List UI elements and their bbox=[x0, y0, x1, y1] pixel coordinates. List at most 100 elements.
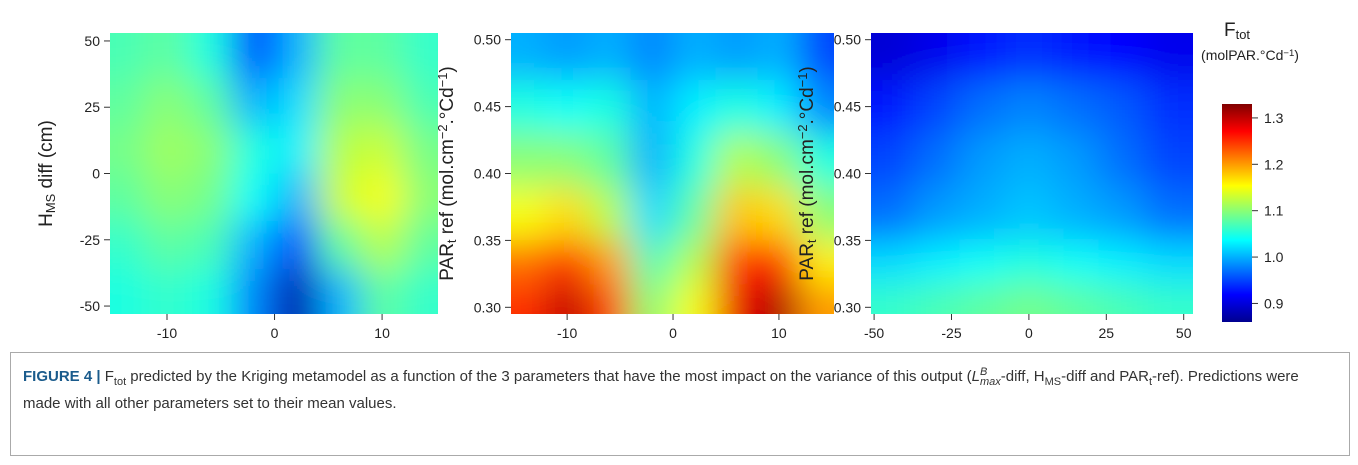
cell bbox=[231, 173, 276, 223]
cell bbox=[1098, 240, 1147, 285]
cell bbox=[1005, 186, 1054, 242]
y-tick-label: -25 bbox=[80, 232, 100, 248]
cell bbox=[959, 186, 1007, 242]
caption-part: B bbox=[979, 366, 988, 378]
cell bbox=[110, 125, 147, 175]
cell bbox=[912, 283, 961, 314]
cell bbox=[145, 221, 190, 270]
x-tick-label: 0 bbox=[1025, 325, 1033, 341]
cell bbox=[673, 240, 717, 285]
cell bbox=[360, 33, 405, 80]
y-axis-label: PARt ref (mol.cm−2.°Cd−1) bbox=[795, 66, 819, 280]
cell bbox=[800, 79, 834, 135]
y-tick-label: 0.45 bbox=[834, 99, 861, 115]
y-tick-label: 0.30 bbox=[834, 299, 861, 315]
colorbar-tick-label: 1.1 bbox=[1264, 203, 1284, 219]
y-axis-label: PARt ref (mol.cm−2.°Cd−1) bbox=[435, 66, 459, 280]
cell bbox=[757, 283, 802, 314]
cell bbox=[231, 268, 276, 314]
label-part: ref (mol.cm bbox=[437, 139, 458, 239]
cell bbox=[673, 283, 717, 314]
cell bbox=[1052, 133, 1100, 188]
cell bbox=[1052, 33, 1100, 81]
cell bbox=[110, 33, 147, 80]
label-part: .°Cd bbox=[797, 87, 818, 124]
cell bbox=[588, 283, 632, 314]
cell bbox=[317, 173, 362, 223]
cell bbox=[871, 283, 914, 314]
label-part: .°Cd bbox=[437, 87, 458, 124]
caption-part: tot bbox=[113, 376, 127, 388]
caption-part: FIGURE 4 | bbox=[23, 368, 101, 385]
cell bbox=[1145, 186, 1193, 242]
cell bbox=[912, 133, 961, 188]
cell bbox=[110, 268, 147, 314]
cell bbox=[588, 79, 632, 135]
caption-part: -ref). Predictions were made with all ot… bbox=[23, 368, 1299, 412]
cell bbox=[360, 221, 405, 270]
cell bbox=[912, 186, 961, 242]
cell bbox=[800, 240, 834, 285]
cell bbox=[188, 173, 233, 223]
cell bbox=[188, 268, 233, 314]
colorbar-tick-label: 0.9 bbox=[1264, 295, 1284, 311]
cell bbox=[673, 33, 717, 81]
cell bbox=[959, 133, 1007, 188]
cell bbox=[757, 33, 802, 81]
cell bbox=[1005, 133, 1054, 188]
label-part: −2 bbox=[435, 124, 450, 139]
cell bbox=[959, 79, 1007, 135]
cell bbox=[360, 78, 405, 127]
cell bbox=[317, 268, 362, 314]
cell bbox=[403, 78, 438, 127]
cell bbox=[912, 33, 961, 81]
cell bbox=[231, 33, 276, 80]
label-part: PAR bbox=[797, 243, 818, 281]
label-part: t bbox=[444, 239, 459, 243]
y-tick-label: 0.45 bbox=[474, 99, 501, 115]
cell bbox=[757, 240, 802, 285]
heatmap bbox=[871, 33, 1193, 314]
cell bbox=[145, 78, 190, 127]
y-tick-label: 25 bbox=[84, 99, 100, 115]
cell bbox=[757, 186, 802, 242]
x-tick-label: 10 bbox=[374, 325, 390, 341]
y-tick-label: 0.35 bbox=[474, 232, 501, 248]
cell bbox=[317, 125, 362, 175]
cell bbox=[630, 240, 675, 285]
label-part: −1 bbox=[435, 73, 450, 88]
cell bbox=[588, 240, 632, 285]
label-part: F bbox=[1224, 20, 1236, 41]
cell bbox=[274, 173, 319, 223]
cell bbox=[545, 283, 590, 314]
label-part: ) bbox=[1294, 47, 1299, 63]
cell bbox=[1098, 33, 1147, 81]
y-axis-label: HMS diff (cm) bbox=[36, 120, 58, 227]
cell bbox=[403, 33, 438, 80]
colorbar-units: (molPAR.°Cd−1) bbox=[1201, 47, 1299, 63]
cell bbox=[274, 221, 319, 270]
cell bbox=[588, 133, 632, 188]
label-part: ) bbox=[437, 66, 458, 72]
y-tick-label: 50 bbox=[84, 33, 100, 49]
cell bbox=[912, 240, 961, 285]
cell bbox=[673, 79, 717, 135]
cell bbox=[800, 133, 834, 188]
cell bbox=[1005, 33, 1054, 81]
label-part: diff (cm) bbox=[36, 120, 57, 194]
cell bbox=[403, 173, 438, 223]
x-tick-label: -25 bbox=[941, 325, 961, 341]
cell bbox=[110, 221, 147, 270]
cell bbox=[188, 221, 233, 270]
cell bbox=[360, 173, 405, 223]
cell bbox=[545, 33, 590, 81]
x-tick-label: -10 bbox=[157, 325, 177, 341]
cell bbox=[274, 268, 319, 314]
label-part: t bbox=[804, 239, 819, 243]
cell bbox=[871, 240, 914, 285]
label-part: −1 bbox=[1283, 48, 1294, 59]
y-tick-label: 0.40 bbox=[474, 166, 501, 182]
cell bbox=[511, 133, 547, 188]
cell bbox=[110, 173, 147, 223]
label-part: MS bbox=[43, 193, 58, 213]
